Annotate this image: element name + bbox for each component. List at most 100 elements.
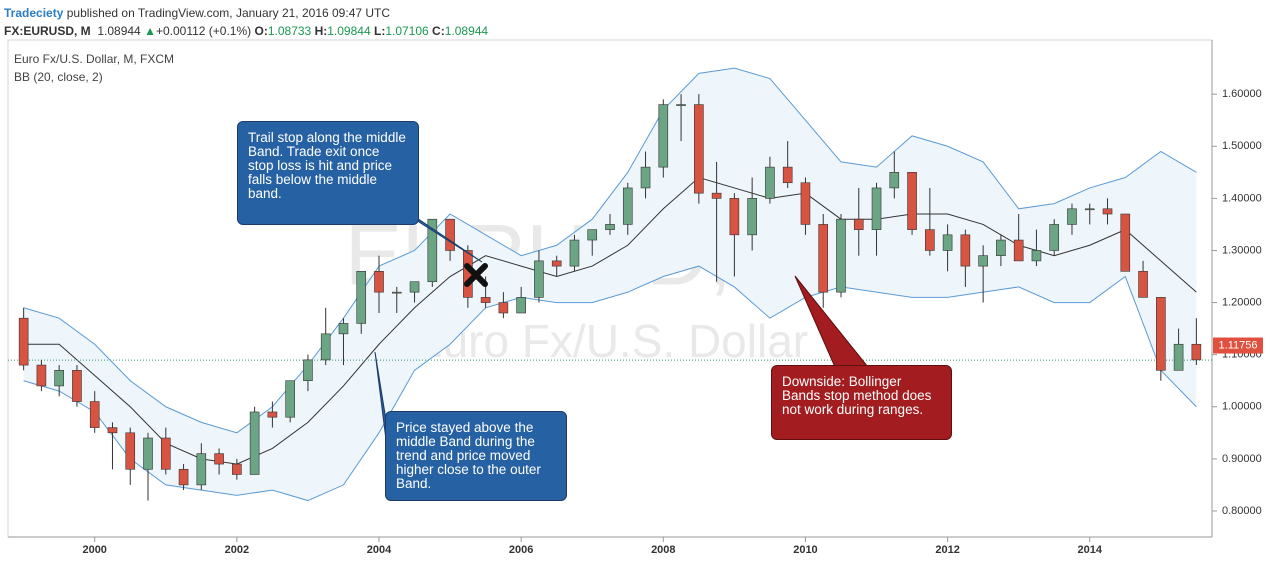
last: 1.08944 — [97, 24, 141, 38]
candle-body — [498, 302, 509, 314]
candle-body — [605, 224, 615, 230]
chart-title: Euro Fx/U.S. Dollar, M, FXCM — [14, 52, 174, 66]
candle-body — [551, 260, 562, 267]
y-tick-label: 1.60000 — [1222, 88, 1262, 100]
c-label: C: — [432, 24, 445, 38]
candle-body — [1031, 250, 1042, 262]
candle-body — [942, 234, 953, 251]
l-label: L: — [373, 24, 386, 38]
candle-body — [320, 333, 331, 361]
candle-body — [36, 364, 47, 387]
arrow: ▲ — [144, 24, 156, 38]
candle-body — [445, 218, 455, 251]
candle-body — [160, 437, 171, 470]
candle-body — [178, 468, 189, 486]
candle-body — [818, 224, 829, 293]
candle-body — [1013, 239, 1024, 262]
candle-body — [1156, 297, 1166, 371]
candle-body — [196, 453, 207, 486]
author[interactable]: Tradeciety — [4, 6, 64, 20]
candle-body — [800, 182, 811, 225]
watermark: Euro Fx/U.S. Dollar — [412, 315, 808, 367]
candle-body — [391, 291, 402, 294]
candle-body — [711, 192, 722, 199]
candle-body — [125, 432, 136, 470]
candle-body — [516, 297, 526, 314]
candle-body — [480, 297, 491, 303]
candle-body — [1084, 208, 1095, 211]
candle-body — [925, 229, 935, 251]
band-fill — [23, 68, 1197, 501]
candle-body — [1049, 224, 1060, 251]
candle-body — [694, 104, 704, 194]
y-tick-label: 1.50000 — [1222, 140, 1262, 152]
l: 1.07106 — [385, 24, 429, 38]
candle-body — [72, 369, 82, 402]
candle-body — [889, 172, 900, 189]
candle-body — [249, 411, 260, 475]
y-tick-label: 1.20000 — [1222, 296, 1262, 308]
candle-body — [463, 250, 473, 298]
candle-body — [907, 172, 917, 230]
x-tick-label: 2012 — [935, 544, 959, 556]
header: Tradeciety published on TradingView.com,… — [4, 3, 488, 41]
candle-body — [338, 323, 349, 335]
change: +0.00112 (+0.1%) — [155, 24, 252, 38]
y-tick-label: 1.40000 — [1222, 192, 1262, 204]
callout: Price stayed above the middle Band durin… — [385, 411, 567, 501]
candle-body — [729, 198, 740, 236]
callout: Downside: Bollinger Bands stop method do… — [771, 365, 952, 440]
header-line: Tradeciety published on TradingView.com,… — [4, 3, 488, 23]
candle-body — [1173, 343, 1184, 371]
candle-body — [54, 369, 64, 387]
candle-body — [569, 239, 580, 267]
h: 1.09844 — [327, 24, 371, 38]
indicator-label: BB (20, close, 2) — [14, 70, 103, 84]
candle-body — [622, 187, 633, 225]
published: published on TradingView.com, January 21… — [66, 6, 391, 20]
o: 1.08733 — [267, 24, 312, 38]
x-tick-label: 2002 — [225, 544, 249, 556]
candle-body — [374, 271, 384, 293]
x-tick-label: 2008 — [651, 544, 675, 556]
c: 1.08944 — [444, 24, 489, 38]
candle-body — [658, 104, 669, 168]
x-tick-label: 2000 — [82, 544, 106, 556]
candle-body — [978, 255, 988, 267]
quote-line: FX:EURUSD, M 1.08944 ▲+0.00112 (+0.1%) O… — [4, 21, 488, 41]
candle-body — [427, 218, 438, 283]
candle-body — [1120, 213, 1131, 272]
x-tick-label: 2014 — [1078, 544, 1103, 556]
candle-body — [409, 281, 420, 293]
o-label: O: — [254, 24, 268, 38]
x-tick-label: 2010 — [793, 544, 817, 556]
candle-body — [871, 187, 882, 230]
band-upper — [23, 67, 1197, 434]
candle-body — [534, 260, 544, 298]
candle-body — [747, 198, 757, 236]
y-tick-label: 0.90000 — [1222, 453, 1262, 465]
candle-body — [1102, 208, 1113, 215]
candle-body — [782, 166, 793, 184]
candle-body — [356, 271, 367, 324]
candle-body — [836, 218, 846, 293]
y-tick-label: 1.00000 — [1222, 401, 1262, 413]
symbol: FX:EURUSD, M — [4, 24, 91, 38]
band-lower — [23, 265, 1197, 502]
y-tick-label: 1.30000 — [1222, 244, 1262, 256]
candle-body — [1191, 343, 1202, 361]
candle-body — [765, 166, 775, 199]
candle-body — [676, 104, 686, 106]
candle-body — [587, 229, 598, 241]
candle-body — [89, 401, 100, 428]
x-tick-label: 2004 — [367, 544, 392, 556]
candle-body — [18, 317, 29, 366]
price-label: 1.11756 — [1219, 339, 1258, 351]
candle-body — [1138, 271, 1148, 298]
h-label: H: — [314, 24, 328, 38]
candle-body — [285, 380, 295, 418]
candle-body — [853, 218, 864, 230]
candle-body — [996, 239, 1006, 256]
price-label-box — [1213, 337, 1263, 354]
